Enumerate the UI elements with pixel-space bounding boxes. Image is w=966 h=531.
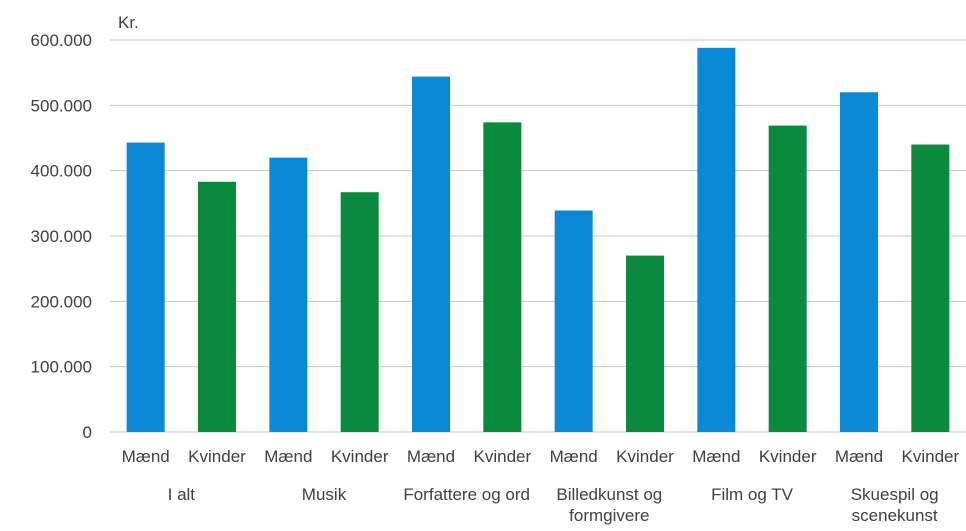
bar-maend [840,92,878,433]
x-sub-label: Mænd [122,447,170,466]
x-sub-label: Kvinder [759,447,817,466]
x-sub-label: Mænd [550,447,598,466]
bars [126,47,950,433]
bar-kvinder [768,125,807,432]
x-sub-label: Kvinder [331,447,389,466]
bar-maend [412,76,450,432]
y-tick-label: 0 [83,423,92,442]
x-group-label: Forfattere og ord [403,485,530,504]
x-group-label: Skuespil og [851,485,939,504]
x-sub-label: Mænd [835,447,883,466]
y-tick-label: 300.000 [31,227,92,246]
gridlines [110,39,966,433]
y-tick-label: 200.000 [31,292,92,311]
bar-maend [697,47,736,433]
y-tick-label: 500.000 [31,96,92,115]
bar-kvinder [340,192,379,432]
x-sub-label: Kvinder [188,447,246,466]
bar-kvinder [911,144,950,433]
bar-maend [554,210,593,432]
bar-maend [269,157,308,432]
x-sub-label: Mænd [407,447,455,466]
x-group-label: I alt [168,485,196,504]
x-sub-label: Kvinder [902,447,960,466]
x-sub-label: Kvinder [474,447,532,466]
y-tick-label: 100.000 [31,358,92,377]
x-sub-label: Kvinder [616,447,674,466]
x-sub-label: Mænd [264,447,312,466]
y-tick-label: 400.000 [31,162,92,181]
bar-kvinder [198,181,236,432]
x-group-label: Musik [302,485,347,504]
x-group-label: Billedkunst og [556,485,662,504]
x-axis-labels: Mænd Kvinder I alt Mænd Kvinder Musik Mænd Kvin… [122,447,960,525]
x-group-label: scenekunst [852,506,938,525]
bar-kvinder [483,122,522,432]
y-tick-label: 600.000 [31,31,92,50]
x-group-label: Film og TV [711,485,794,504]
y-axis-ticks: 0 100.000 200.000 300.000 400.000 500.000 600.… [31,31,92,442]
y-axis-unit-label: Kr. [118,13,139,32]
x-sub-label: Mænd [692,447,740,466]
bar-maend [126,142,165,432]
x-group-label: formgivere [569,506,649,525]
bar-kvinder [626,255,664,432]
